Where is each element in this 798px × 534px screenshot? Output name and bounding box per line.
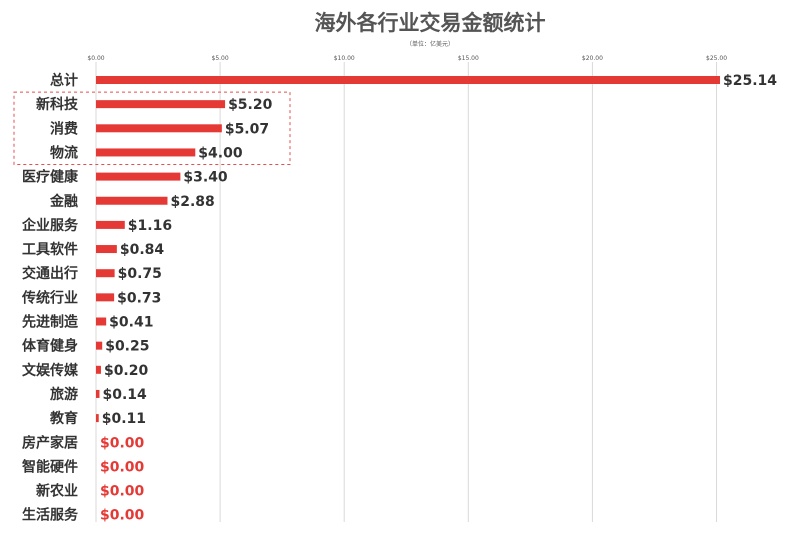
category-label: 工具软件 — [22, 241, 78, 258]
category-label: 文娱传媒 — [22, 362, 79, 379]
bar — [96, 220, 125, 229]
data-label: $25.14 — [723, 73, 777, 89]
data-label: $0.00 — [100, 508, 145, 524]
x-tick-label: $20.00 — [582, 55, 603, 62]
bar — [96, 124, 222, 133]
bar — [96, 76, 720, 84]
category-label: 传统行业 — [21, 289, 78, 306]
data-label: $0.73 — [117, 290, 161, 306]
category-label: 新科技 — [36, 96, 79, 113]
bar — [96, 196, 168, 205]
x-tick-label: $0.00 — [87, 55, 104, 62]
bar — [96, 414, 99, 423]
bar — [96, 317, 107, 326]
bars — [96, 76, 720, 423]
bar — [96, 293, 115, 302]
data-label: $5.20 — [228, 97, 273, 113]
x-tick-label: $15.00 — [458, 55, 479, 62]
data-label: $5.07 — [225, 121, 269, 137]
data-label: $0.41 — [109, 315, 153, 331]
bar — [96, 269, 115, 278]
category-label: 新农业 — [36, 483, 78, 500]
chart-title: 海外各行业交易金额统计 — [315, 11, 546, 35]
category-label: 旅游 — [50, 386, 78, 403]
data-label: $3.40 — [183, 170, 228, 186]
data-label: $0.00 — [100, 435, 145, 451]
category-label: 智能硬件 — [21, 458, 78, 475]
value-labels: $25.14 $5.20 $5.07 $4.00 $3.40 $2.88 $1.16 $0.8… — [100, 73, 777, 524]
category-label: 生活服务 — [22, 507, 79, 524]
category-label: 交通出行 — [22, 265, 78, 282]
bar — [96, 148, 196, 157]
bar — [96, 172, 181, 181]
data-label: $0.75 — [118, 266, 162, 282]
data-label: $0.20 — [104, 363, 149, 379]
data-label: $0.84 — [120, 242, 165, 258]
bar — [96, 389, 100, 398]
data-label: $4.00 — [198, 145, 243, 161]
category-label: 消费 — [50, 120, 78, 137]
data-label: $0.14 — [102, 387, 147, 403]
data-label: $1.16 — [128, 218, 172, 234]
x-tick-label: $5.00 — [212, 55, 229, 62]
category-label: 房产家居 — [22, 434, 78, 451]
bar — [96, 365, 101, 374]
category-label: 总计 — [50, 72, 78, 89]
x-tick-label: $10.00 — [334, 55, 355, 62]
x-tick-label: $25.00 — [706, 55, 727, 62]
bar — [96, 245, 117, 254]
data-label: $0.25 — [105, 339, 149, 355]
category-label: 教育 — [50, 410, 78, 427]
category-label: 物流 — [50, 144, 78, 161]
gridlines — [95, 62, 718, 522]
data-label: $2.88 — [170, 194, 214, 210]
category-label: 金融 — [49, 193, 78, 210]
category-label: 医疗健康 — [22, 169, 79, 186]
category-labels: 总计新科技消费物流医疗健康金融企业服务工具软件交通出行传统行业先进制造体育健身文… — [21, 72, 79, 524]
x-axis-ticks: $0.00 $5.00 $10.00 $15.00 $20.00 $25.00 — [87, 55, 727, 62]
data-label: $0.00 — [100, 459, 145, 475]
bar — [96, 100, 226, 109]
chart-subtitle: （单位：亿美元） — [406, 40, 454, 48]
highlight-box — [13, 91, 291, 165]
data-label: $0.00 — [100, 484, 145, 500]
category-label: 先进制造 — [22, 314, 78, 331]
category-label: 体育健身 — [22, 338, 78, 355]
bar — [96, 341, 103, 350]
data-label: $0.11 — [102, 411, 146, 427]
category-label: 企业服务 — [21, 217, 79, 234]
